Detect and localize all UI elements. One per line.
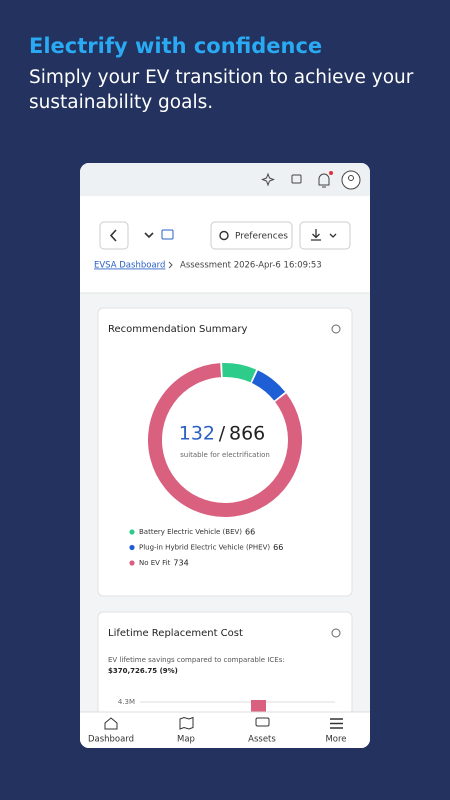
assets-icon xyxy=(255,717,270,727)
total-count: 866 xyxy=(229,423,265,445)
legend-dot xyxy=(129,544,135,551)
more-icon xyxy=(330,718,343,729)
info-icon[interactable] xyxy=(331,324,341,334)
subtitle: sustainability goals. xyxy=(29,92,213,113)
download-caret xyxy=(329,233,337,238)
card-title: Lifetime Replacement Cost xyxy=(108,628,243,639)
donut-caption: suitable for electrification xyxy=(180,451,270,459)
phone: Preferences EVSA Dashboard Assessment 20… xyxy=(80,163,370,748)
nav-label[interactable]: Dashboard xyxy=(88,735,134,745)
subtitle: Simply your EV transition to achieve you… xyxy=(29,67,414,88)
back-icon xyxy=(109,229,117,242)
breadcrumb-link[interactable]: EVSA Dashboard xyxy=(94,261,165,271)
donut-segment xyxy=(222,363,257,383)
info-icon[interactable] xyxy=(331,628,341,638)
legend-value: 66 xyxy=(273,543,283,552)
breadcrumb-sep xyxy=(168,261,173,269)
suitable-count: 132 xyxy=(179,423,215,445)
nav-label[interactable]: More xyxy=(325,735,346,745)
cost-amount: $370,726.75 (9%) xyxy=(108,667,178,675)
avatar-head xyxy=(348,175,354,181)
summary-card xyxy=(97,307,353,597)
preferences-label[interactable]: Preferences xyxy=(235,232,288,242)
dropdown[interactable] xyxy=(144,232,154,239)
download-button[interactable] xyxy=(299,221,351,250)
legend-label: Plug-in Hybrid Electric Vehicle (PHEV) xyxy=(139,544,270,552)
bottom-nav xyxy=(80,712,370,748)
legend-value: 734 xyxy=(173,559,188,568)
donut xyxy=(148,363,302,517)
badge xyxy=(329,171,333,175)
preferences-button[interactable] xyxy=(210,221,293,250)
gear-icon xyxy=(219,230,229,241)
separator: / xyxy=(219,423,226,445)
card-title: Recommendation Summary xyxy=(108,324,247,335)
home-icon xyxy=(104,717,118,730)
bell-icon[interactable] xyxy=(318,173,330,188)
back-button[interactable] xyxy=(99,221,129,250)
legend: Battery Electric Vehicle (BEV) 66Plug-in … xyxy=(129,528,283,568)
nav-label[interactable]: Map xyxy=(177,735,195,745)
legend-dot xyxy=(129,560,135,566)
donut-segment xyxy=(148,363,302,517)
app-bar xyxy=(80,163,370,196)
headline: Electrify with confidence xyxy=(29,34,322,58)
legend-label: Battery Electric Vehicle (BEV) xyxy=(139,528,242,536)
donut-segment xyxy=(251,370,286,401)
nav-labels: Dashboard Map Assets More xyxy=(88,735,347,745)
breadcrumb-current: Assessment 2026-Apr-6 16:09:53 xyxy=(180,261,322,271)
nav-label[interactable]: Assets xyxy=(248,735,276,745)
cost-description: EV lifetime savings compared to comparab… xyxy=(108,656,285,664)
download-icon xyxy=(311,229,321,241)
windows-icon[interactable] xyxy=(291,174,302,184)
ai-icon[interactable] xyxy=(261,172,275,187)
y-tick-label: 4.3M xyxy=(118,698,135,706)
legend-value: 66 xyxy=(245,528,255,537)
legend-label: No EV Fit xyxy=(139,559,171,567)
print-icon[interactable] xyxy=(161,229,174,240)
legend-dot xyxy=(129,529,135,535)
map-icon xyxy=(179,716,194,730)
